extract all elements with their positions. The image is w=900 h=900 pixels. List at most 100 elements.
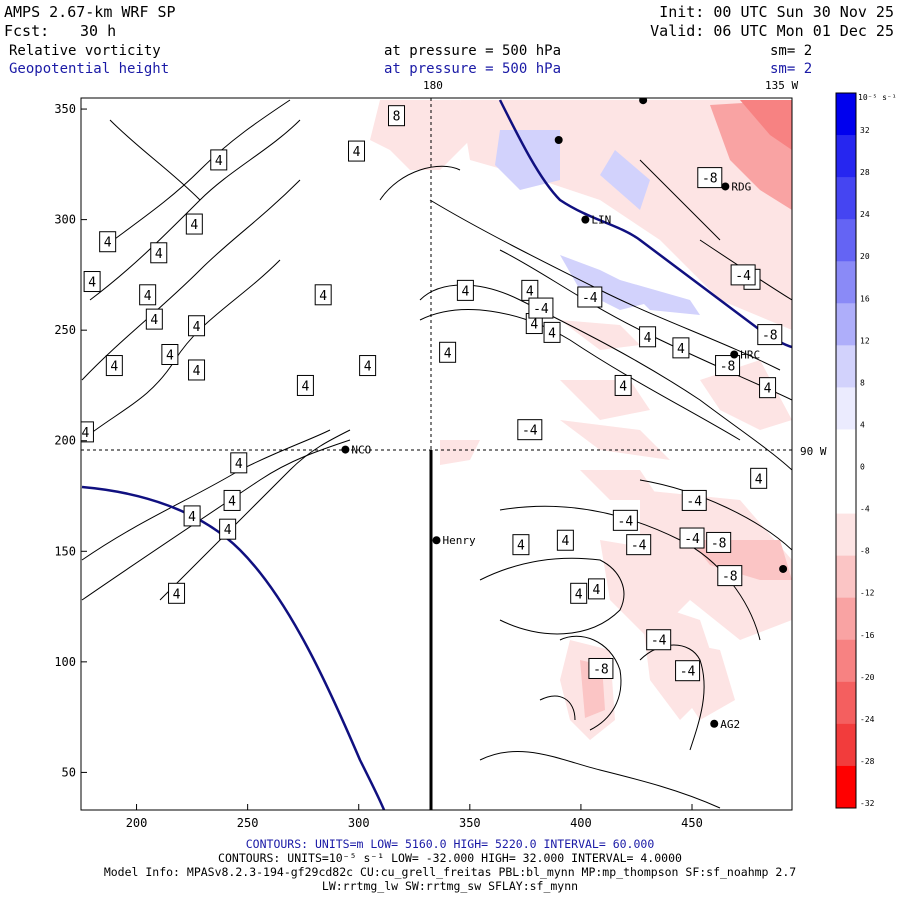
station-marker (779, 564, 788, 573)
contour-label-text: -8 (720, 360, 736, 375)
field2-name: Geopotential height (9, 61, 170, 77)
colorbar-swatch (836, 387, 856, 430)
y-tick-label: 250 (54, 323, 76, 337)
contour-label-text: -4 (522, 424, 538, 439)
forecast-hour: 30 h (80, 22, 117, 40)
colorbar-swatch (836, 555, 856, 599)
contour-label-text: 4 (319, 289, 327, 304)
contour-label: -8 (715, 355, 741, 377)
contour-label-text: -4 (618, 514, 634, 529)
station-dot (730, 350, 739, 359)
station-dot (721, 182, 730, 191)
y-tick-label: 200 (54, 434, 76, 448)
station-dot (710, 719, 719, 728)
contour-label-text: -4 (582, 291, 598, 306)
contour-label: 4 (145, 308, 163, 330)
contour-label: 4 (139, 284, 157, 306)
contour-label-text: 4 (301, 379, 309, 394)
field1-level: at pressure = 500 hPa (384, 43, 562, 59)
contour-label: -4 (675, 660, 701, 682)
colorbar-tick-label: -28 (860, 757, 875, 766)
contour-label: 4 (556, 529, 574, 551)
contour-label-text: 4 (144, 289, 152, 304)
contour-label: 4 (150, 242, 168, 264)
contour-label-text: 4 (444, 346, 452, 361)
contour-label: -4 (528, 297, 554, 319)
station-marker: LIN (581, 214, 611, 227)
colorbar-tick-label: 0 (860, 463, 865, 472)
station-label: Henry (443, 534, 476, 547)
contour-label: 4 (614, 374, 632, 396)
contour-label-text: -4 (631, 539, 647, 554)
contour-label: 4 (219, 518, 237, 540)
contour-label: 4 (230, 452, 248, 474)
field2-level: at pressure = 500 hPa (384, 61, 562, 77)
contour-label: -4 (679, 527, 705, 549)
contour-label: 4 (168, 582, 186, 604)
contour-label: 4 (210, 149, 228, 171)
station-label: RDG (731, 180, 751, 193)
colorbar-unit: 10⁻⁵ s⁻¹ (858, 93, 897, 102)
contour-label-text: 4 (644, 331, 652, 346)
contour-label: 4 (99, 231, 117, 253)
x-tick-label: 250 (237, 816, 259, 830)
y-tick-label: 150 (54, 544, 76, 558)
y-tick-label: 350 (54, 102, 76, 116)
contour-label: 4 (543, 321, 561, 343)
contour-label-text: -4 (533, 302, 549, 317)
colorbar-swatch (836, 303, 856, 346)
colorbar-swatch (836, 723, 856, 767)
contour-label: 4 (672, 337, 690, 359)
station-marker (639, 98, 648, 105)
contour-label: 4 (750, 467, 768, 489)
contour-label: 4 (570, 582, 588, 604)
y-tick-label: 300 (54, 213, 76, 227)
colorbar-swatch (836, 261, 856, 304)
colorbar-swatch (836, 177, 856, 220)
meridian-label-180: 180 (423, 79, 443, 92)
colorbar-swatch (836, 135, 856, 178)
station-dot (639, 98, 648, 105)
station-dot (341, 445, 350, 454)
contour-label: 4 (512, 534, 530, 556)
colorbar-swatch (836, 513, 856, 557)
colorbar-swatch (836, 219, 856, 262)
contour-label-text: -4 (686, 494, 702, 509)
footer-model-info-2: LW:rrtmg_lw SW:rrtmg_sw SFLAY:sf_mynn (321, 879, 579, 893)
contour-label-text: 4 (193, 364, 201, 379)
station-marker: Henry (432, 534, 476, 547)
contour-label-text: 4 (526, 284, 534, 299)
contour-label: 4 (161, 343, 179, 365)
contour-label: -8 (697, 167, 723, 189)
contour-label-text: 4 (88, 276, 96, 291)
colorbar-swatch (836, 93, 856, 136)
contour-label: 4 (185, 213, 203, 235)
station-dot (581, 215, 590, 224)
contour-label-text: 4 (82, 426, 90, 441)
contour-label-text: -4 (651, 634, 667, 649)
contour-label: -4 (626, 534, 652, 556)
contour-label: 4 (183, 505, 201, 527)
contour-label-text: 4 (561, 534, 569, 549)
colorbar-tick-label: 12 (860, 336, 870, 345)
init-time: Init: 00 UTC Sun 30 Nov 25 (659, 3, 894, 21)
station-marker (554, 136, 563, 145)
colorbar-tick-label: -4 (860, 505, 870, 514)
plot-frame (80, 97, 793, 811)
contour-label: -4 (612, 509, 638, 531)
contour-label: 4 (359, 355, 377, 377)
contour-label-text: -4 (680, 665, 696, 680)
contour-label: 4 (81, 421, 94, 443)
contour-label-text: 4 (755, 472, 763, 487)
station-label: HRC (740, 348, 760, 361)
contour-label-text: -8 (722, 570, 738, 585)
footer-model-info: Model Info: MPASv8.2.3-194-gf29cd82c CU:… (103, 865, 797, 879)
contour-label-text: 4 (530, 318, 538, 333)
contour-label-text: 4 (104, 236, 112, 251)
x-tick-label: 300 (348, 816, 370, 830)
footer-height-contours: CONTOURS: UNITS=m LOW= 5160.0 HIGH= 5220… (245, 837, 655, 851)
contour-label-text: 4 (517, 539, 525, 554)
station-label: NCO (351, 444, 371, 457)
contour-label: -8 (706, 531, 732, 553)
